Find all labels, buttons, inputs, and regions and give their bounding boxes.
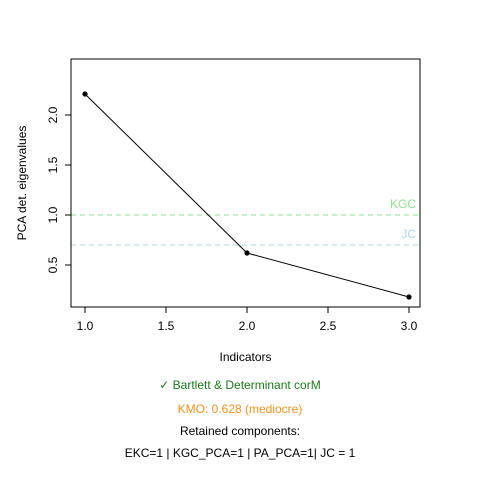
plot-frame bbox=[70, 58, 421, 308]
retained-components-caption: Retained components: bbox=[179, 424, 301, 438]
series-line bbox=[84, 93, 410, 298]
y-tick-label: 2.0 bbox=[46, 106, 60, 123]
x-tick-label: 1.5 bbox=[158, 319, 175, 333]
x-axis-label: Indicators bbox=[219, 350, 271, 364]
data-point bbox=[82, 91, 88, 97]
kmo-caption: KMO: 0.628 (mediocre) bbox=[177, 402, 303, 416]
eigenvalue-series bbox=[82, 91, 412, 300]
x-tick-label: 3.0 bbox=[401, 319, 418, 333]
data-point bbox=[244, 250, 250, 256]
reference-lines: KGC JC bbox=[71, 197, 420, 246]
bartlett-test-caption: ✓ Bartlett & Determinant corM bbox=[159, 378, 321, 392]
x-tick-label: 1.0 bbox=[77, 319, 94, 333]
data-point bbox=[406, 294, 412, 300]
y-axis-label: PCA det. eigenvalues bbox=[15, 126, 29, 241]
reference-label-kgc: KGC bbox=[390, 197, 416, 211]
x-tick-label: 2.0 bbox=[239, 319, 256, 333]
retention-summary-caption: EKC=1 | KGC_PCA=1 | PA_PCA=1| JC = 1 bbox=[124, 446, 356, 460]
y-tick-label: 1.0 bbox=[46, 206, 60, 223]
y-tick-label: 1.5 bbox=[46, 156, 60, 173]
x-tick-label: 2.5 bbox=[320, 319, 337, 333]
axes: 1.0 1.5 2.0 2.5 3.0 0.5 1.0 1.5 2.0 Indicators PCA… bbox=[15, 58, 421, 364]
reference-label-jc: JC bbox=[401, 227, 416, 241]
y-tick-label: 0.5 bbox=[46, 256, 60, 273]
